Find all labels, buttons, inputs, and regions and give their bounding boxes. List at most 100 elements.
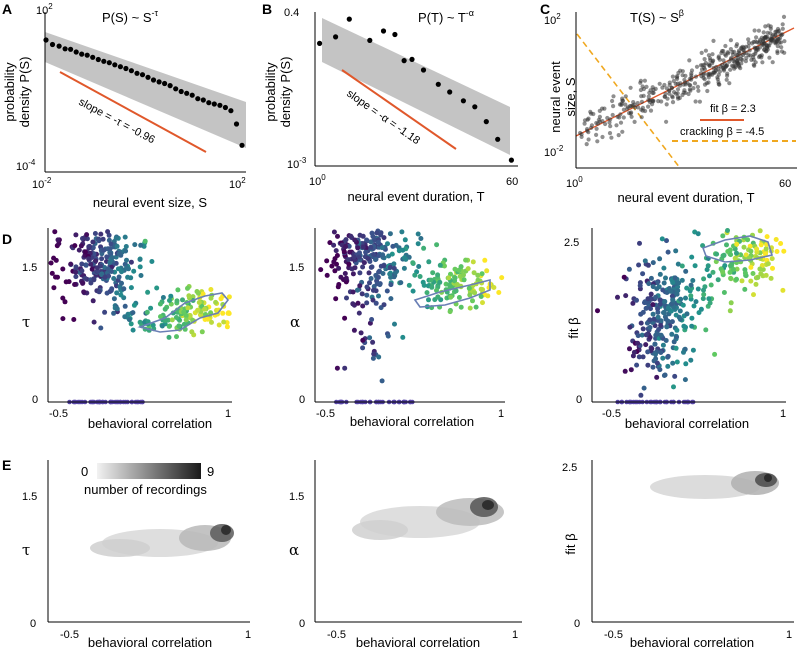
panel-label-b: B <box>262 1 272 17</box>
data-point-c <box>766 43 771 48</box>
data-point-d <box>83 262 89 268</box>
data-point-d <box>484 268 490 274</box>
ylabel-e-beta: fit β <box>563 533 578 554</box>
data-point-d <box>461 277 467 283</box>
data-point-d <box>100 236 106 242</box>
data-point-d <box>676 314 682 320</box>
data-point-c <box>747 48 752 53</box>
data-point-d <box>659 236 665 242</box>
xtick-left-c: 100 <box>566 175 583 190</box>
data-point-d <box>637 283 643 289</box>
data-point-d <box>116 251 122 257</box>
data-point-b <box>346 16 352 22</box>
data-point-b <box>460 98 466 104</box>
data-point-d <box>778 241 784 246</box>
ytick-top-d-alpha: 1.5 <box>289 262 304 274</box>
data-point-c <box>756 40 761 46</box>
data-point-d <box>360 264 366 270</box>
data-point-d <box>654 360 660 366</box>
data-point-d <box>728 263 733 269</box>
data-point-d <box>347 249 353 255</box>
density-blob-e <box>221 525 231 535</box>
data-point-d <box>390 243 396 249</box>
data-point-d <box>638 392 644 398</box>
data-point-d <box>757 228 763 234</box>
data-point-d <box>181 309 187 315</box>
data-point-d <box>181 321 187 327</box>
plot-area-d-tau <box>47 228 232 405</box>
data-point-d <box>346 261 352 267</box>
panel-e-beta: 2.5 0 fit β -0.5 1 behavioral correlatio… <box>562 460 794 649</box>
data-point-c <box>766 23 771 28</box>
data-point-d <box>350 289 356 295</box>
data-point-c <box>683 80 688 85</box>
data-point-d <box>634 297 639 303</box>
data-point-d <box>66 279 72 285</box>
data-point-d <box>739 278 745 284</box>
data-point-d <box>375 239 381 245</box>
data-point-c <box>616 133 621 138</box>
ytick-top-e-tau: 1.5 <box>22 491 37 503</box>
data-point-c <box>693 99 698 104</box>
data-point-d <box>728 275 734 281</box>
density-blob-e <box>482 500 494 510</box>
data-point-d <box>385 241 390 247</box>
data-point-d <box>122 314 128 320</box>
data-point-c <box>757 53 763 59</box>
data-point-d <box>466 285 472 291</box>
data-point-d <box>734 276 739 282</box>
colorbar-min: 0 <box>81 464 88 479</box>
data-point-c <box>779 49 785 54</box>
data-point-d <box>371 351 377 357</box>
title-b: P(T) ~ T-α <box>418 8 474 25</box>
legend-fit-label: fit β = 2.3 <box>710 103 756 115</box>
data-point-d <box>392 321 397 327</box>
data-point-d <box>376 253 382 259</box>
xlabel-e-beta: behavioral correlation <box>630 635 754 649</box>
data-point-d <box>623 293 629 299</box>
data-point-c <box>670 100 676 105</box>
data-point-c <box>605 115 610 121</box>
data-point-d <box>695 231 701 237</box>
data-point-c <box>740 57 745 63</box>
data-point-d <box>704 267 710 273</box>
data-point-c <box>732 57 737 62</box>
data-point-a <box>62 46 68 52</box>
data-point-d <box>471 270 477 276</box>
data-point-d <box>668 308 674 314</box>
data-point-d <box>688 357 694 363</box>
data-point-c <box>753 60 758 65</box>
data-point-d <box>670 297 676 303</box>
data-point-d <box>630 300 636 306</box>
data-point-d <box>707 300 713 306</box>
data-point-d <box>71 317 77 322</box>
data-point-d <box>387 231 393 237</box>
data-point-c <box>730 52 736 58</box>
data-point-a <box>84 52 90 58</box>
xtick-right-d-alpha: 1 <box>498 408 504 420</box>
data-point-d <box>658 350 664 355</box>
data-point-d <box>208 295 214 301</box>
data-point-d <box>187 313 193 318</box>
data-point-d <box>428 277 434 283</box>
data-point-d <box>458 264 464 270</box>
data-point-c <box>704 81 709 86</box>
data-point-c <box>646 98 651 103</box>
data-point-d <box>213 299 219 305</box>
data-point-d <box>174 298 180 304</box>
data-point-d <box>665 353 671 359</box>
data-point-d <box>470 298 475 304</box>
data-point-c <box>687 83 692 88</box>
data-point-d <box>387 264 393 270</box>
data-point-c <box>639 99 645 104</box>
data-point-c <box>639 94 644 99</box>
ytick-bot-e-tau: 0 <box>30 618 36 630</box>
data-point-d <box>226 294 232 300</box>
data-point-d <box>338 274 344 280</box>
xlabel-d-alpha: behavioral correlation <box>350 414 474 429</box>
data-point-d <box>79 261 85 267</box>
data-point-d <box>646 281 652 287</box>
data-point-d <box>712 351 718 357</box>
data-point-d <box>663 338 669 343</box>
